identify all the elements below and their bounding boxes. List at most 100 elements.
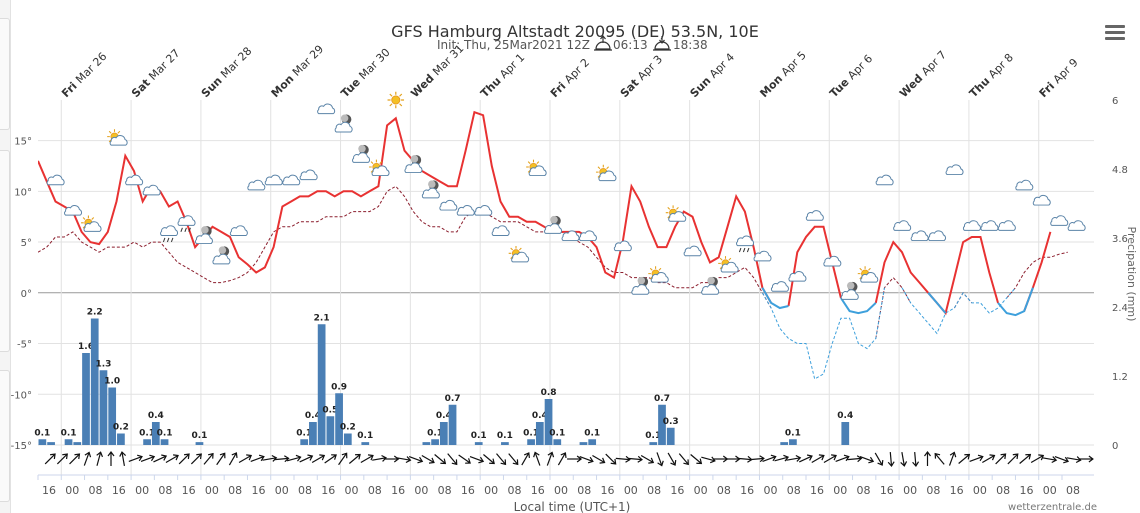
wind-arrow-head bbox=[393, 455, 400, 463]
wind-arrow-shaft bbox=[859, 456, 874, 462]
wind-arrow-shaft bbox=[1007, 453, 1019, 465]
wind-arrow bbox=[656, 452, 664, 467]
wind-arrow-head bbox=[924, 451, 931, 457]
wind-arrow-head bbox=[576, 455, 583, 463]
rain-cloud-icon bbox=[735, 235, 755, 253]
cloud-icon bbox=[683, 245, 702, 257]
x-axis-ticks: 16 00 08 16 00 08 16 00 08 16 00 08 16 00 08 16 00 08 16 00… bbox=[37, 475, 1080, 497]
cloud-icon bbox=[893, 220, 912, 231]
wind-arrow-head bbox=[500, 459, 507, 466]
rain-drop bbox=[166, 237, 170, 243]
x-axis-title: Local time (UTC+1) bbox=[514, 500, 631, 513]
wind-arrow bbox=[667, 452, 677, 466]
cloud-glyph bbox=[247, 179, 266, 191]
x-tick-label: 00 bbox=[833, 484, 847, 497]
cloud-icon bbox=[980, 220, 999, 231]
x-tick-label: 08 bbox=[438, 484, 452, 497]
wind-arrow-head bbox=[934, 452, 941, 459]
cloud-glyph bbox=[421, 187, 440, 199]
wind-arrow bbox=[982, 454, 996, 464]
wind-arrow-shaft bbox=[69, 453, 80, 465]
wind-arrow-head bbox=[149, 454, 156, 462]
wind-arrow-shaft bbox=[995, 453, 1006, 465]
wind-arrow-head bbox=[683, 459, 689, 466]
cloud-glyph bbox=[351, 152, 371, 163]
precip-data-label: 0.9 bbox=[331, 382, 347, 392]
credit-link[interactable]: wetterzentrale.de bbox=[1008, 502, 1097, 513]
wind-arrow-head bbox=[107, 451, 115, 457]
precip-data-label: 0.4 bbox=[148, 411, 164, 421]
wind-arrow-shaft bbox=[823, 454, 837, 464]
wind-arrow bbox=[958, 453, 971, 464]
wind-arrow bbox=[774, 454, 790, 462]
wind-arrow-shaft bbox=[889, 451, 893, 467]
sidebar-tab[interactable] bbox=[0, 150, 10, 352]
x-tick-label: 16 bbox=[251, 484, 265, 497]
wind-arrow-head bbox=[405, 456, 412, 464]
wind-arrow bbox=[324, 454, 337, 464]
cloud-glyph bbox=[578, 230, 597, 242]
wind-arrow-shaft bbox=[667, 452, 676, 466]
wind-arrow bbox=[107, 451, 115, 466]
wind-arrow-shaft bbox=[56, 453, 68, 465]
wind-arrow-head bbox=[900, 461, 908, 467]
precip-bar bbox=[841, 422, 850, 445]
x-tick-label: 08 bbox=[857, 484, 871, 497]
cloud-icon bbox=[1067, 220, 1086, 231]
wind-arrow-head bbox=[465, 458, 471, 464]
wind-arrow-head bbox=[964, 453, 971, 460]
sun-glyph bbox=[386, 91, 405, 109]
precip-bar bbox=[579, 442, 588, 445]
cloud-glyph bbox=[701, 284, 720, 295]
wind-arrow-shaft bbox=[799, 455, 813, 463]
wind-arrow bbox=[190, 453, 202, 465]
cloud-icon bbox=[247, 179, 266, 191]
cloud-glyph bbox=[212, 253, 231, 265]
precip-data-label: 0.1 bbox=[471, 431, 487, 441]
cloud-glyph bbox=[491, 225, 510, 236]
precip-bar bbox=[90, 318, 99, 445]
wind-arrow-head bbox=[523, 452, 530, 458]
wind-arrow bbox=[847, 455, 863, 463]
rain-drop bbox=[738, 247, 742, 253]
cloud-glyph bbox=[788, 271, 807, 282]
day-label: Sun Mar 28 bbox=[199, 44, 255, 100]
chart-menu-button[interactable] bbox=[1103, 22, 1127, 46]
day-label: Mon Mar 29 bbox=[269, 43, 327, 101]
x-tick-label: 00 bbox=[903, 484, 917, 497]
x-tick-label: 16 bbox=[391, 484, 405, 497]
wind-arrow-shaft bbox=[324, 454, 337, 464]
precip-bar bbox=[439, 422, 448, 445]
wind-arrow bbox=[178, 453, 190, 465]
dewpoint-line bbox=[38, 185, 1068, 339]
sidebar-tab[interactable] bbox=[0, 370, 10, 502]
wind-arrow bbox=[119, 451, 127, 466]
x-tick-label: 08 bbox=[717, 484, 731, 497]
wind-arrow-shaft bbox=[338, 452, 348, 466]
x-tick-label: 08 bbox=[158, 484, 172, 497]
precip-data-label: 0.1 bbox=[497, 431, 513, 441]
wind-arrow bbox=[216, 452, 226, 466]
day-label-date: Apr 7 bbox=[919, 48, 949, 78]
wind-arrow-head bbox=[284, 455, 290, 463]
sidebar-tab[interactable] bbox=[0, 18, 10, 130]
cloud-icon bbox=[299, 169, 318, 181]
precip-bar bbox=[780, 442, 789, 445]
cloud-glyph bbox=[910, 230, 929, 242]
day-label-date: Mar 27 bbox=[146, 47, 182, 83]
day-label-date: Apr 5 bbox=[779, 49, 809, 79]
cloud-icon bbox=[788, 271, 807, 282]
wind-arrow-head bbox=[1000, 453, 1007, 460]
precip-bar bbox=[544, 399, 553, 445]
cloud-moon-icon bbox=[631, 276, 650, 295]
wind-arrow bbox=[384, 455, 400, 463]
x-tick-label: 08 bbox=[787, 484, 801, 497]
rain-drop bbox=[746, 247, 750, 253]
wind-arrow-head bbox=[625, 455, 631, 463]
cloud-glyph bbox=[997, 220, 1016, 231]
wind-arrow bbox=[469, 456, 485, 464]
day-label-date: Apr 6 bbox=[845, 52, 875, 82]
precip-bar bbox=[527, 439, 535, 445]
precip-data-label: 0.1 bbox=[427, 428, 443, 438]
cloud-glyph bbox=[945, 164, 964, 176]
